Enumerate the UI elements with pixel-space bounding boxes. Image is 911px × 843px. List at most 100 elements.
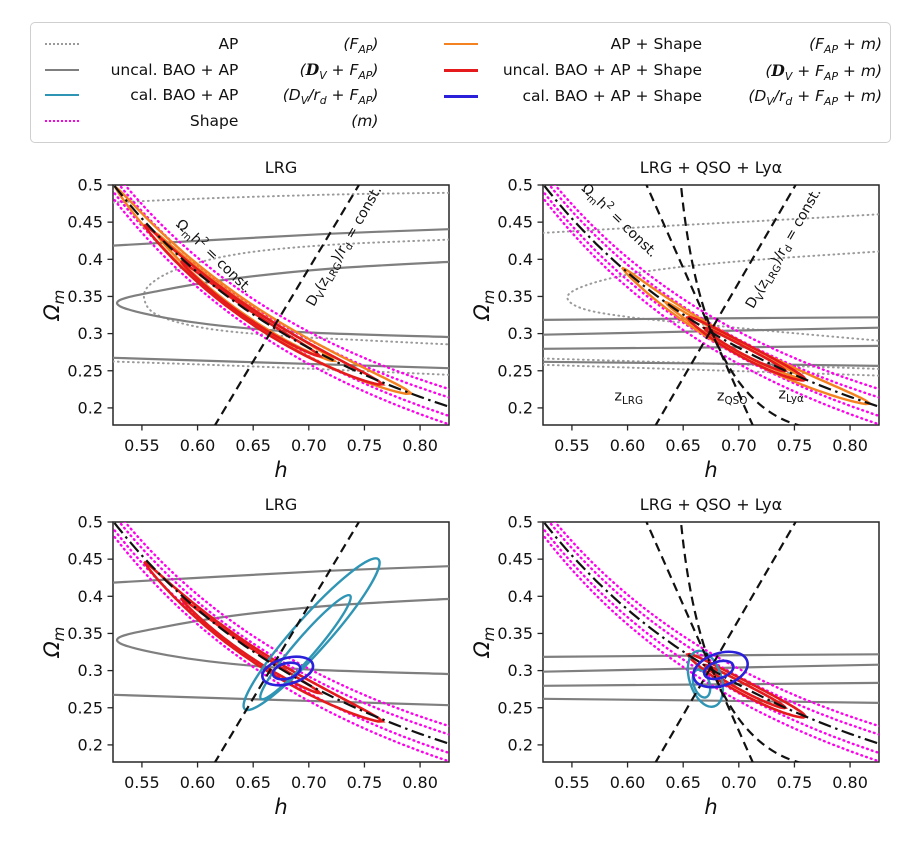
- x-tick-label: 0.65: [235, 436, 271, 455]
- axes-frame: [112, 184, 450, 426]
- x-tick-label: 0.80: [832, 436, 868, 455]
- line-dv-lrg-const: [654, 522, 797, 762]
- legend-label: cal. BAO + AP: [130, 86, 239, 105]
- y-tick-label: 0.4: [508, 250, 533, 269]
- x-tick-label: 0.65: [665, 436, 701, 455]
- x-tick-label: 0.80: [402, 436, 438, 455]
- legend-math: (DV/rd + FAP + m): [748, 87, 882, 109]
- contour-shape: [113, 196, 449, 425]
- x-tick-label: 0.55: [124, 436, 160, 455]
- x-tick-label: 0.75: [347, 773, 383, 792]
- y-tick-label: 0.5: [508, 513, 533, 532]
- contour-uncal-bao-ap: [543, 663, 879, 673]
- contour-ap: [543, 213, 879, 234]
- x-tick-label: 0.55: [124, 773, 160, 792]
- legend-swatch-magenta-dotted-line: [45, 120, 79, 123]
- x-tick-label: 0.80: [402, 773, 438, 792]
- contour-cal-bao-ap-shape: [692, 650, 749, 689]
- contour-ap: [566, 250, 879, 342]
- line-dv-lrg-const: [213, 522, 360, 762]
- line-dv-qso-const: [645, 185, 754, 425]
- contour-uncal-bao-ap: [543, 653, 879, 658]
- axes-frame: [542, 521, 880, 763]
- x-tick-label: 0.60: [610, 773, 646, 792]
- axes-frame: [112, 521, 450, 763]
- legend-label: cal. BAO + AP + Shape: [522, 87, 702, 105]
- legend-label: AP: [218, 34, 239, 53]
- legend-math: (DV + FAP): [299, 60, 379, 83]
- legend-item: cal. BAO + AP + Shape (DV/rd + FAP + m): [444, 83, 882, 109]
- subplot-top-left: LRG 0.55 0.60 0.65 0.70 0.75 0.80 0.2 0.25 0.3 0.3…: [40, 158, 450, 482]
- legend-swatch-red-solid-line: [444, 68, 479, 72]
- contour-shape: [553, 522, 879, 728]
- x-axis-label: h: [704, 458, 717, 482]
- line-dv-lrg-const: [654, 185, 797, 425]
- y-tick-label: 0.3: [508, 324, 533, 343]
- contour-cal-bao-ap-shape: [702, 659, 735, 681]
- contour-cal-bao-ap: [691, 668, 712, 699]
- contour-shape: [117, 522, 449, 736]
- y-tick-label: 0.45: [497, 550, 533, 569]
- y-tick-label: 0.4: [78, 250, 103, 269]
- contour-ap: [113, 360, 449, 376]
- contour-uncal-bao-ap: [116, 260, 449, 339]
- axes-frame: [542, 184, 880, 426]
- y-tick-label: 0.4: [508, 587, 533, 606]
- x-tick-label: 0.75: [347, 436, 383, 455]
- legend-swatch-gray-dotted-line: [45, 42, 79, 45]
- contour-ap: [543, 363, 879, 377]
- legend-item: Shape (m): [45, 108, 378, 134]
- legend-label: uncal. BAO + AP + Shape: [502, 61, 702, 79]
- x-tick-label: 0.75: [777, 773, 813, 792]
- x-axis-label: h: [274, 795, 287, 819]
- subplot-bottom-right: LRG + QSO + Lyα 0.55 0.60 0.65 0.70 0.75 0.80 0…: [470, 495, 880, 819]
- line-dv-qso-const: [645, 522, 754, 762]
- contour-uncal-bao-ap: [543, 360, 879, 367]
- y-tick-label: 0.3: [78, 661, 103, 680]
- legend-math: (m): [351, 112, 379, 131]
- subplot-title: LRG: [265, 495, 297, 514]
- x-tick-label: 0.65: [665, 773, 701, 792]
- subplot-bottom-left: LRG 0.55 0.60 0.65 0.70 0.75 0.80 0.2 0.25 0.3 0.3…: [40, 495, 450, 819]
- y-tick-label: 0.4: [78, 587, 103, 606]
- legend-label: Shape: [189, 112, 239, 131]
- x-tick-label: 0.75: [777, 436, 813, 455]
- line-omh2-const: [113, 522, 449, 745]
- line-omh2-const: [113, 185, 449, 408]
- y-tick-label: 0.25: [67, 361, 103, 380]
- subplot-title: LRG: [265, 158, 297, 177]
- contour-shape: [543, 526, 879, 755]
- line-dv-lya-const: [679, 522, 803, 762]
- y-axis-label: Ωm: [40, 290, 68, 322]
- y-tick-label: 0.25: [497, 361, 533, 380]
- legend-label: uncal. BAO + AP: [110, 60, 239, 79]
- contour-ap-shape: [154, 231, 338, 363]
- contour-shape: [543, 196, 879, 425]
- legend-item: uncal. BAO + AP + Shape (DV + FAP + m): [444, 57, 882, 83]
- legend-swatch-blue-solid-line: [444, 94, 479, 98]
- contour-shape: [113, 533, 449, 762]
- contour-ap: [142, 238, 449, 346]
- y-tick-label: 0.5: [78, 176, 103, 195]
- legend-swatch-teal-solid-line: [45, 94, 79, 97]
- contour-uncal-bao-ap: [543, 697, 879, 704]
- legend-swatch-orange-solid-line: [444, 43, 479, 45]
- contour-uncal-bao-ap-shape: [143, 560, 386, 723]
- legend-item: AP (FAP): [45, 31, 378, 57]
- x-tick-label: 0.80: [832, 773, 868, 792]
- legend-label: AP + Shape: [610, 35, 702, 53]
- annotation: zLRG: [614, 389, 643, 408]
- contour-uncal-bao-ap: [543, 344, 879, 350]
- contour-shape: [123, 522, 449, 728]
- legend-column-1: AP (FAP) uncal. BAO + AP (DV + FAP) cal. BAO…: [45, 31, 378, 134]
- legend-column-2: AP + Shape (FAP + m) uncal. BAO + AP + Sha…: [444, 31, 882, 134]
- contour-cal-bao-ap-shape: [271, 661, 302, 681]
- y-axis-label: Ωm: [470, 627, 498, 659]
- contour-uncal-bao-ap: [543, 316, 879, 321]
- legend-item: cal. BAO + AP (DV/rd + FAP): [45, 83, 378, 109]
- legend-math: (FAP): [343, 34, 379, 56]
- y-tick-label: 0.3: [508, 661, 533, 680]
- contour-ap: [543, 357, 879, 370]
- y-tick-label: 0.45: [497, 213, 533, 232]
- contour-shape: [553, 185, 879, 391]
